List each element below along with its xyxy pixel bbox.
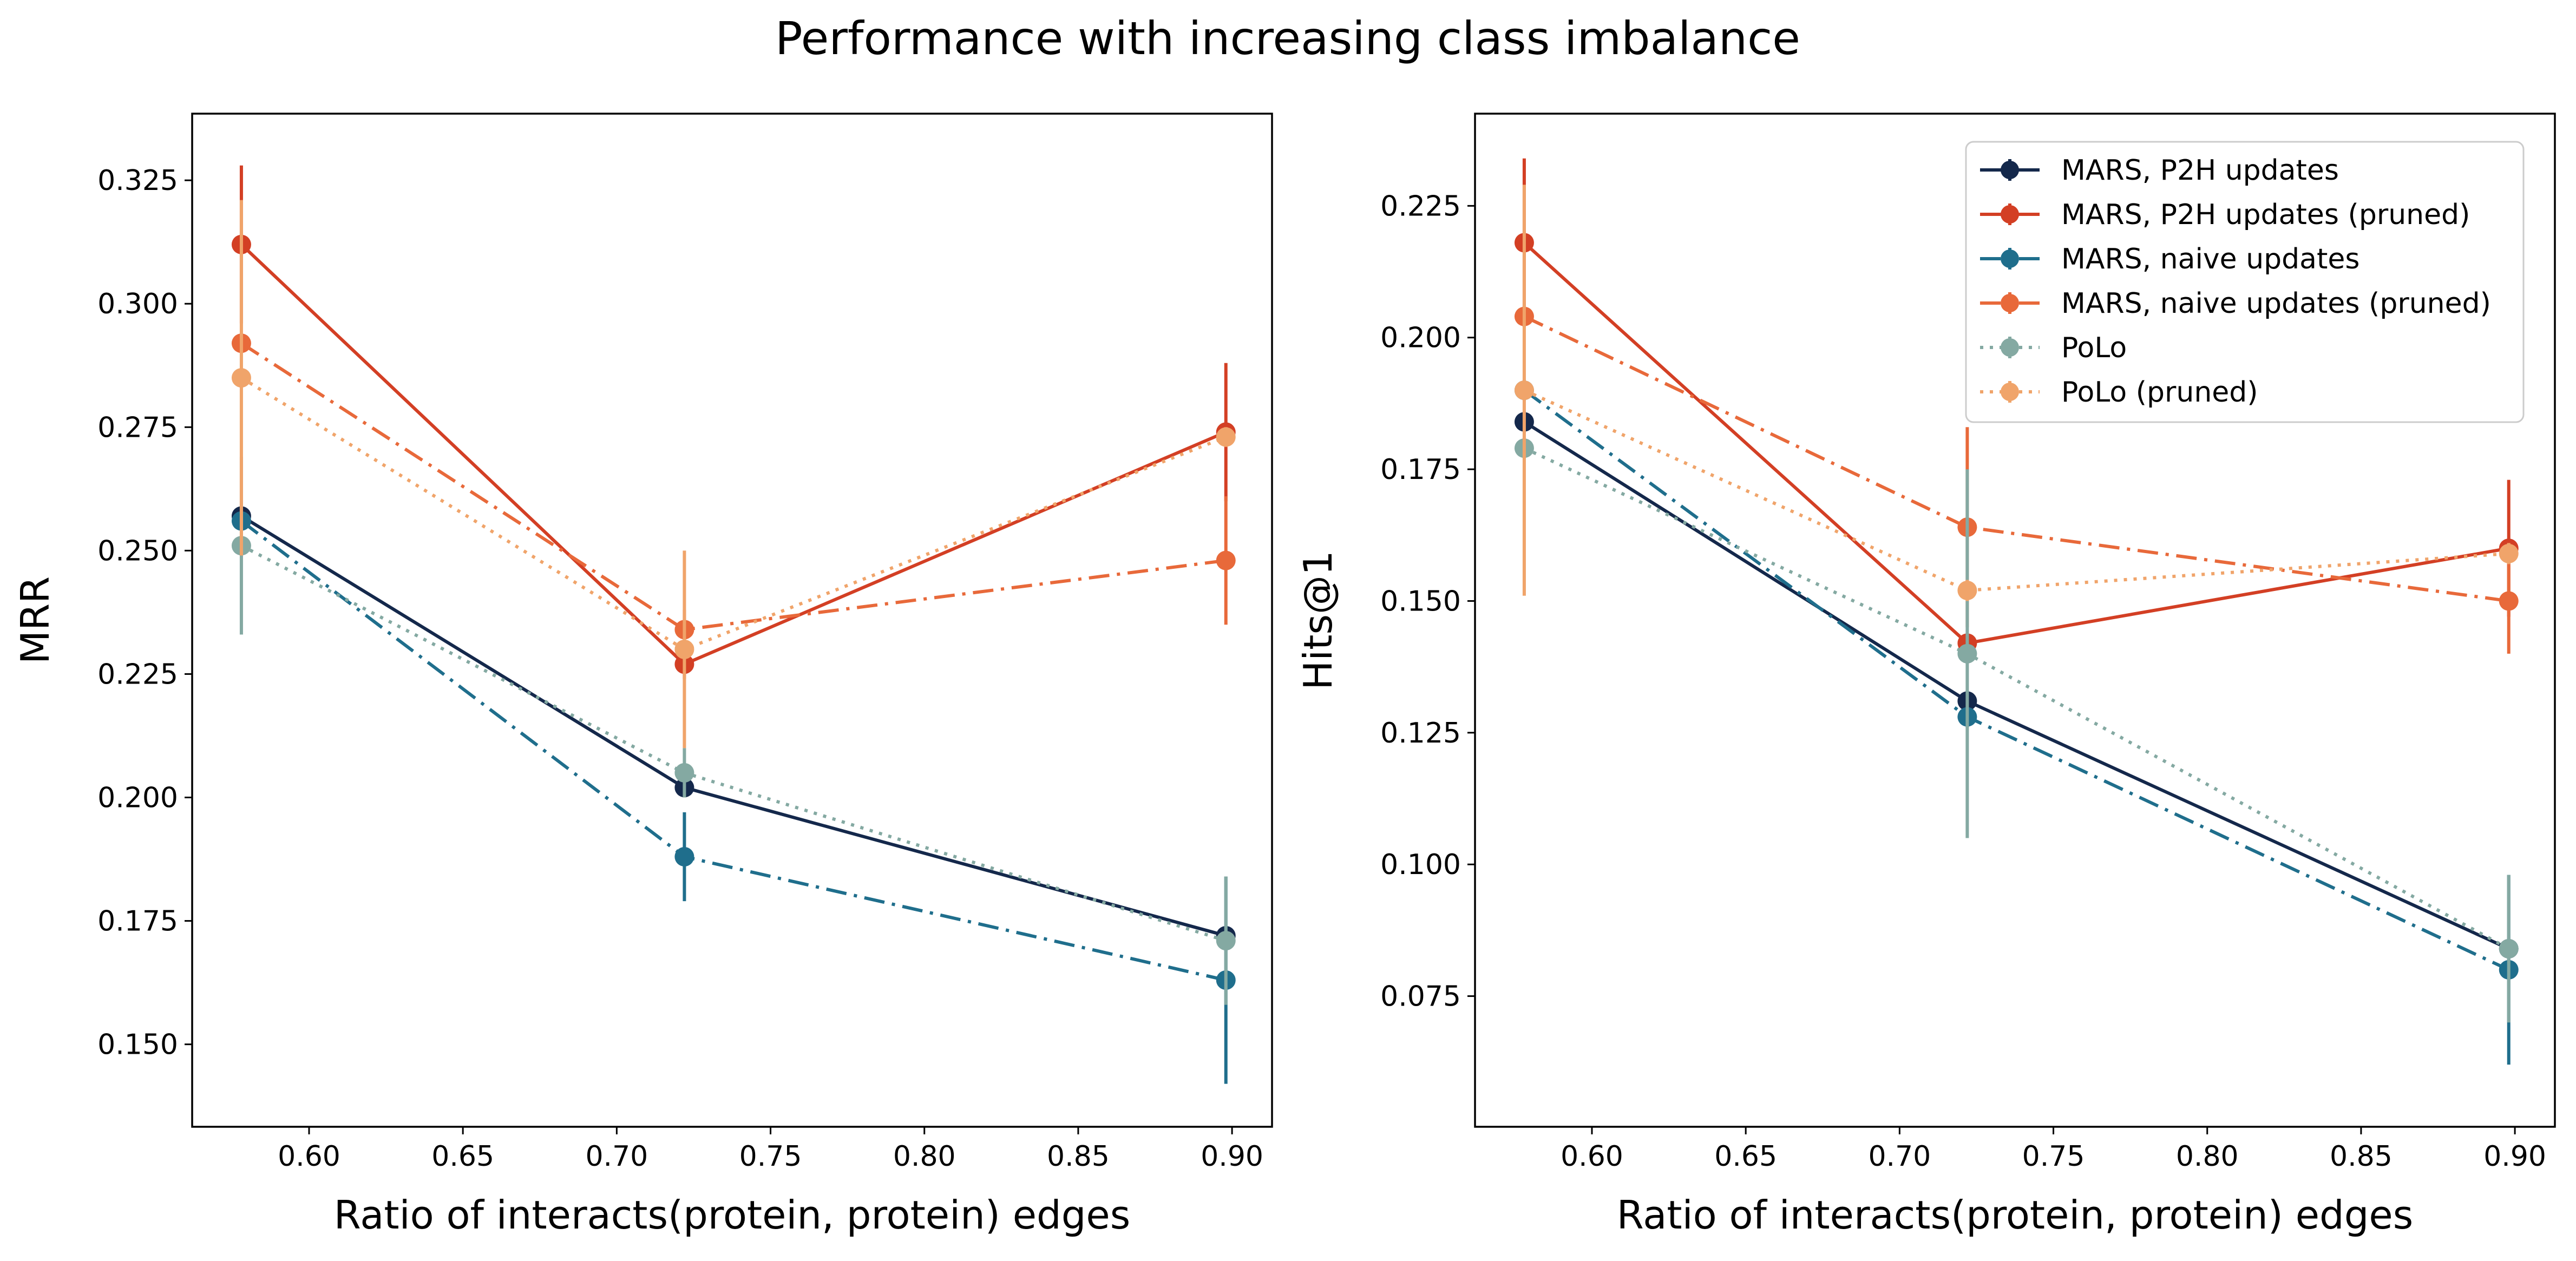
data-point-polo (1957, 643, 1977, 664)
data-point-polo (674, 763, 694, 783)
x-tick-label: 0.70 (585, 1140, 648, 1173)
legend: MARS, P2H updates MARS, P2H updates (prun… (1965, 141, 2525, 423)
data-point-polo-pruned (2499, 543, 2519, 563)
y-tick-label: 0.150 (97, 1029, 178, 1061)
y-tick-label: 0.250 (97, 535, 178, 567)
legend-marker-polo-pruned (2001, 383, 2019, 401)
y-tick-label: 0.175 (97, 905, 178, 938)
y-tick-label: 0.275 (97, 411, 178, 444)
y-tick-label: 0.150 (1380, 585, 1461, 618)
data-point-mars-naive-updates-pruned (2499, 591, 2519, 611)
data-point-mars-naive-updates (674, 846, 694, 866)
x-tick-label: 0.85 (1047, 1140, 1110, 1173)
figure-title: Performance with increasing class imbala… (775, 12, 1800, 65)
y-tick-label: 0.075 (1380, 981, 1461, 1013)
x-tick-label: 0.90 (2483, 1140, 2546, 1173)
legend-marker-polo (2001, 338, 2019, 357)
y-tick-label: 0.125 (1380, 717, 1461, 750)
y-tick-label: 0.200 (1380, 322, 1461, 354)
x-tick-label: 0.80 (2176, 1140, 2239, 1173)
legend-label-mars-p2h-updates-pruned: MARS, P2H updates (pruned) (2061, 199, 2470, 231)
x-tick-label: 0.60 (1561, 1140, 1623, 1173)
legend-label-polo: PoLo (2061, 332, 2127, 364)
y-axis-label: MRR (12, 576, 58, 664)
series-line-mars-p2h-updates-pruned (240, 243, 1227, 666)
legend-marker-mars-naive-updates-pruned (2001, 294, 2019, 312)
data-point-polo-pruned (674, 639, 694, 659)
legend-marker-mars-p2h-updates-pruned (2001, 205, 2019, 224)
axes-frame (191, 113, 1273, 1128)
legend-marker-mars-naive-updates (2001, 249, 2019, 268)
x-tick-label: 0.65 (431, 1140, 494, 1173)
y-tick-label: 0.300 (97, 288, 178, 320)
y-tick-label: 0.325 (97, 165, 178, 197)
series-line-mars-naive-updates-pruned (1523, 315, 2509, 603)
legend-label-mars-naive-updates: MARS, naive updates (2061, 243, 2360, 275)
plot-1: 0.60 0.65 0.70 0.75 0.80 0.85 0.90 0.150 0.175 0.… (12, 113, 1273, 1238)
series-line-polo (1523, 446, 2510, 950)
series-group (231, 165, 1236, 1084)
x-tick-label: 0.70 (1868, 1140, 1931, 1173)
x-tick-label: 0.60 (278, 1140, 340, 1173)
data-point-polo (1216, 931, 1236, 951)
legend-marker-mars-p2h-updates (2001, 161, 2019, 179)
x-tick-label: 0.85 (2330, 1140, 2393, 1173)
y-tick-label: 0.175 (1380, 454, 1461, 486)
x-tick-label: 0.90 (1201, 1140, 1263, 1173)
x-tick-label: 0.75 (739, 1140, 802, 1173)
x-tick-label: 0.65 (1714, 1140, 1777, 1173)
series-line-mars-naive-updates-pruned (240, 341, 1227, 632)
y-tick-label: 0.200 (97, 782, 178, 815)
x-axis-label: Ratio of interacts(protein, protein) edg… (1617, 1192, 2413, 1238)
legend-label-polo-pruned: PoLo (pruned) (2061, 376, 2258, 409)
data-point-polo-pruned (1957, 580, 1977, 600)
series-line-polo-pruned (1523, 389, 2509, 592)
data-point-polo (2499, 938, 2519, 958)
data-point-polo-pruned (231, 368, 251, 388)
x-tick-label: 0.75 (2022, 1140, 2085, 1173)
data-point-polo-pruned (1216, 427, 1236, 447)
legend-label-mars-naive-updates-pruned: MARS, naive updates (pruned) (2061, 287, 2491, 320)
series-line-polo-pruned (240, 376, 1227, 651)
legend-label-mars-p2h-updates: MARS, P2H updates (2061, 154, 2339, 187)
series-group (1514, 158, 2519, 1065)
plot-2: 0.60 0.65 0.70 0.75 0.80 0.85 0.90 0.075 0.100 0.… (1295, 113, 2556, 1238)
x-tick-label: 0.80 (893, 1140, 956, 1173)
legend-frame (1965, 141, 2525, 423)
data-point-mars-naive-updates-pruned (1216, 550, 1236, 570)
x-axis-label: Ratio of interacts(protein, protein) edg… (334, 1192, 1130, 1238)
y-tick-label: 0.100 (1380, 849, 1461, 881)
y-tick-label: 0.225 (1380, 190, 1461, 222)
series-line-mars-naive-updates (240, 520, 1227, 982)
data-point-polo-pruned (1514, 380, 1534, 400)
y-axis-label: Hits@1 (1295, 550, 1341, 690)
axes-frame (1474, 113, 2556, 1128)
y-tick-label: 0.225 (97, 658, 178, 691)
